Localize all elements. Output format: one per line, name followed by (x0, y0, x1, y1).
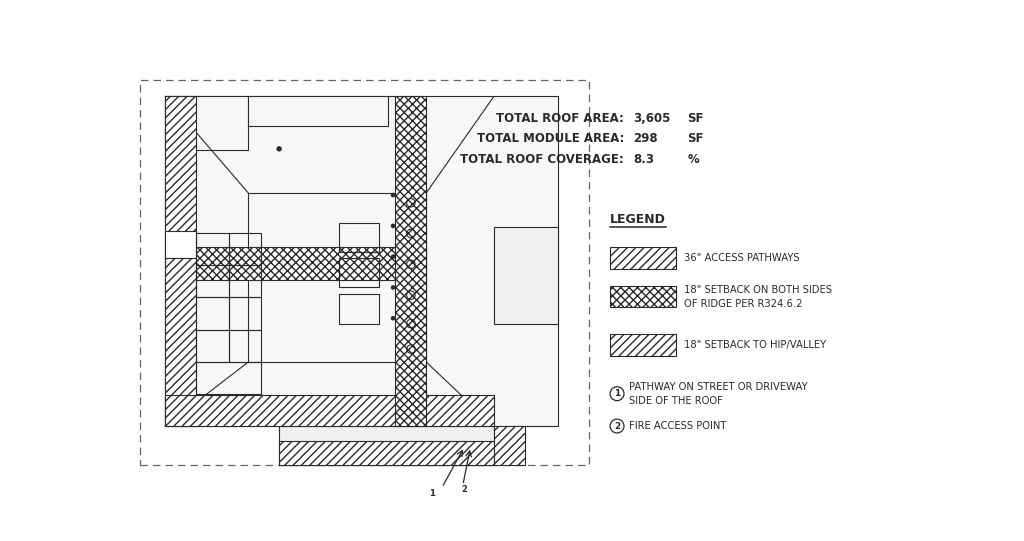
Text: PATHWAY ON STREET OR DRIVEWAY
SIDE OF THE ROOF: PATHWAY ON STREET OR DRIVEWAY SIDE OF TH… (629, 382, 807, 406)
Bar (339, 258, 379, 287)
Text: 1: 1 (429, 489, 435, 498)
Circle shape (391, 193, 395, 197)
Circle shape (391, 316, 395, 321)
Polygon shape (280, 441, 494, 465)
Text: 2: 2 (614, 421, 621, 431)
Bar (610, 334, 676, 356)
Text: FIRE ACCESS POINT: FIRE ACCESS POINT (629, 421, 726, 431)
Polygon shape (197, 247, 426, 280)
Text: 2: 2 (462, 485, 467, 494)
Bar (339, 223, 379, 252)
Bar (228, 330, 261, 362)
Bar (228, 298, 261, 330)
Polygon shape (165, 395, 494, 426)
Text: SF: SF (687, 133, 705, 146)
Bar (197, 330, 228, 362)
Polygon shape (165, 96, 197, 426)
Polygon shape (280, 426, 494, 465)
Polygon shape (248, 96, 388, 126)
Circle shape (391, 223, 395, 228)
Text: 18" SETBACK ON BOTH SIDES
OF RIDGE PER R324.6.2: 18" SETBACK ON BOTH SIDES OF RIDGE PER R… (684, 285, 831, 309)
Circle shape (391, 285, 395, 290)
Bar (228, 233, 261, 265)
Text: SF: SF (687, 111, 705, 124)
Text: 36" ACCESS PATHWAYS: 36" ACCESS PATHWAYS (684, 253, 800, 263)
Polygon shape (494, 426, 524, 465)
Polygon shape (494, 227, 558, 324)
Bar (610, 247, 676, 269)
Text: 1: 1 (614, 389, 621, 398)
Circle shape (391, 254, 395, 259)
Bar (610, 286, 676, 307)
Bar (197, 265, 228, 298)
Polygon shape (165, 231, 197, 258)
Polygon shape (395, 96, 426, 426)
Text: TOTAL ROOF COVERAGE:: TOTAL ROOF COVERAGE: (460, 153, 624, 166)
Bar (197, 298, 228, 330)
Polygon shape (165, 96, 558, 426)
Text: 298: 298 (633, 133, 658, 146)
Bar (339, 294, 379, 324)
Text: 8.3: 8.3 (633, 153, 654, 166)
Bar (197, 362, 261, 394)
Text: %: % (687, 153, 699, 166)
Text: LEGEND: LEGEND (610, 213, 666, 226)
Circle shape (276, 146, 282, 151)
Bar (197, 233, 228, 265)
Text: TOTAL ROOF AREA:: TOTAL ROOF AREA: (496, 111, 624, 124)
Bar (228, 265, 261, 298)
Text: 18" SETBACK TO HIP/VALLEY: 18" SETBACK TO HIP/VALLEY (684, 340, 825, 350)
Polygon shape (165, 96, 248, 150)
Text: TOTAL MODULE AREA:: TOTAL MODULE AREA: (476, 133, 624, 146)
Text: 3,605: 3,605 (633, 111, 671, 124)
